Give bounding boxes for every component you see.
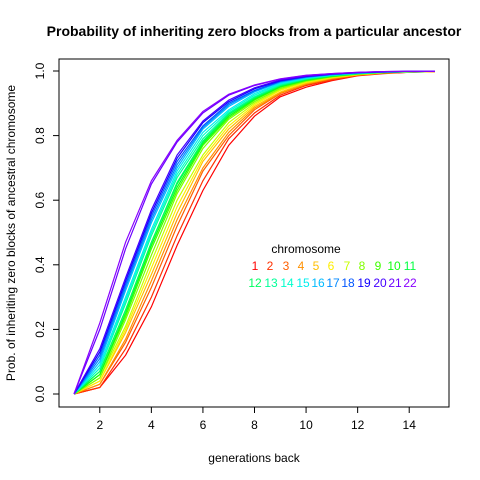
series-line-chromosome-22 (73, 70, 435, 395)
legend-entry-10: 10 (387, 259, 401, 273)
legend-entry-8: 8 (359, 259, 366, 273)
legend-entry-17: 17 (326, 276, 340, 290)
legend-entry-7: 7 (344, 259, 351, 273)
series-lines (73, 70, 436, 395)
legend-entry-18: 18 (341, 276, 355, 290)
y-tick-label: 0.0 (33, 385, 47, 402)
legend-entry-22: 22 (403, 276, 417, 290)
legend-entry-19: 19 (357, 276, 371, 290)
legend-entry-13: 13 (264, 276, 278, 290)
series-line-chromosome-2 (73, 71, 436, 395)
series-line-chromosome-8 (73, 70, 436, 395)
legend-entry-11: 11 (404, 259, 417, 273)
series-line-chromosome-16 (73, 70, 435, 395)
legend-entry-5: 5 (313, 259, 320, 273)
y-tick-label: 0.4 (33, 256, 47, 273)
x-tick-label: 10 (299, 418, 313, 432)
legend-entry-16: 16 (311, 276, 325, 290)
series-line-chromosome-13 (73, 70, 436, 395)
y-tick-label: 0.6 (33, 192, 47, 209)
series-line-chromosome-11 (73, 70, 436, 395)
x-axis-label: generations back (208, 451, 300, 465)
series-line-chromosome-5 (73, 71, 436, 395)
x-axis: 2 4 6 8 10 12 14 (96, 406, 417, 432)
y-tick-label: 1.0 (33, 62, 47, 79)
series-line-chromosome-3 (73, 71, 436, 395)
x-tick-label: 12 (351, 418, 365, 432)
legend-entry-2: 2 (267, 259, 274, 273)
legend-entry-15: 15 (296, 276, 310, 290)
x-tick-label: 8 (251, 418, 258, 432)
legend-entry-12: 12 (248, 276, 262, 290)
legend-entry-9: 9 (375, 259, 382, 273)
legend-title: chromosome (271, 242, 341, 256)
legend-entry-4: 4 (298, 259, 305, 273)
series-line-chromosome-4 (73, 71, 436, 395)
series-line-chromosome-9 (73, 70, 436, 395)
y-axis-label: Prob. of inheriting zero blocks of ances… (4, 85, 18, 381)
legend-entry-1: 1 (252, 259, 259, 273)
series-line-chromosome-19 (73, 70, 435, 395)
series-line-chromosome-15 (73, 70, 436, 395)
x-tick-label: 6 (200, 418, 207, 432)
x-tick-label: 14 (403, 418, 417, 432)
series-line-chromosome-17 (73, 70, 435, 395)
series-line-chromosome-14 (73, 70, 436, 395)
y-tick-label: 0.2 (33, 321, 47, 338)
series-line-chromosome-1 (73, 71, 436, 395)
series-line-chromosome-7 (73, 70, 436, 395)
series-line-chromosome-10 (73, 70, 436, 395)
legend-entry-14: 14 (280, 276, 294, 290)
y-tick-label: 0.8 (33, 127, 47, 144)
chart-title: Probability of inheriting zero blocks fr… (47, 23, 462, 39)
legend-entry-21: 21 (388, 276, 402, 290)
series-line-chromosome-6 (73, 70, 436, 395)
series-line-chromosome-21 (73, 70, 435, 395)
series-line-chromosome-12 (73, 70, 436, 395)
x-tick-label: 2 (96, 418, 103, 432)
legend-entry-20: 20 (373, 276, 387, 290)
legend-entry-6: 6 (328, 259, 335, 273)
series-line-chromosome-18 (73, 70, 435, 395)
series-line-chromosome-20 (73, 70, 435, 395)
y-axis: 0.0 0.2 0.4 0.6 0.8 1.0 (33, 62, 60, 402)
legend-entry-3: 3 (283, 259, 290, 273)
x-tick-label: 4 (148, 418, 155, 432)
